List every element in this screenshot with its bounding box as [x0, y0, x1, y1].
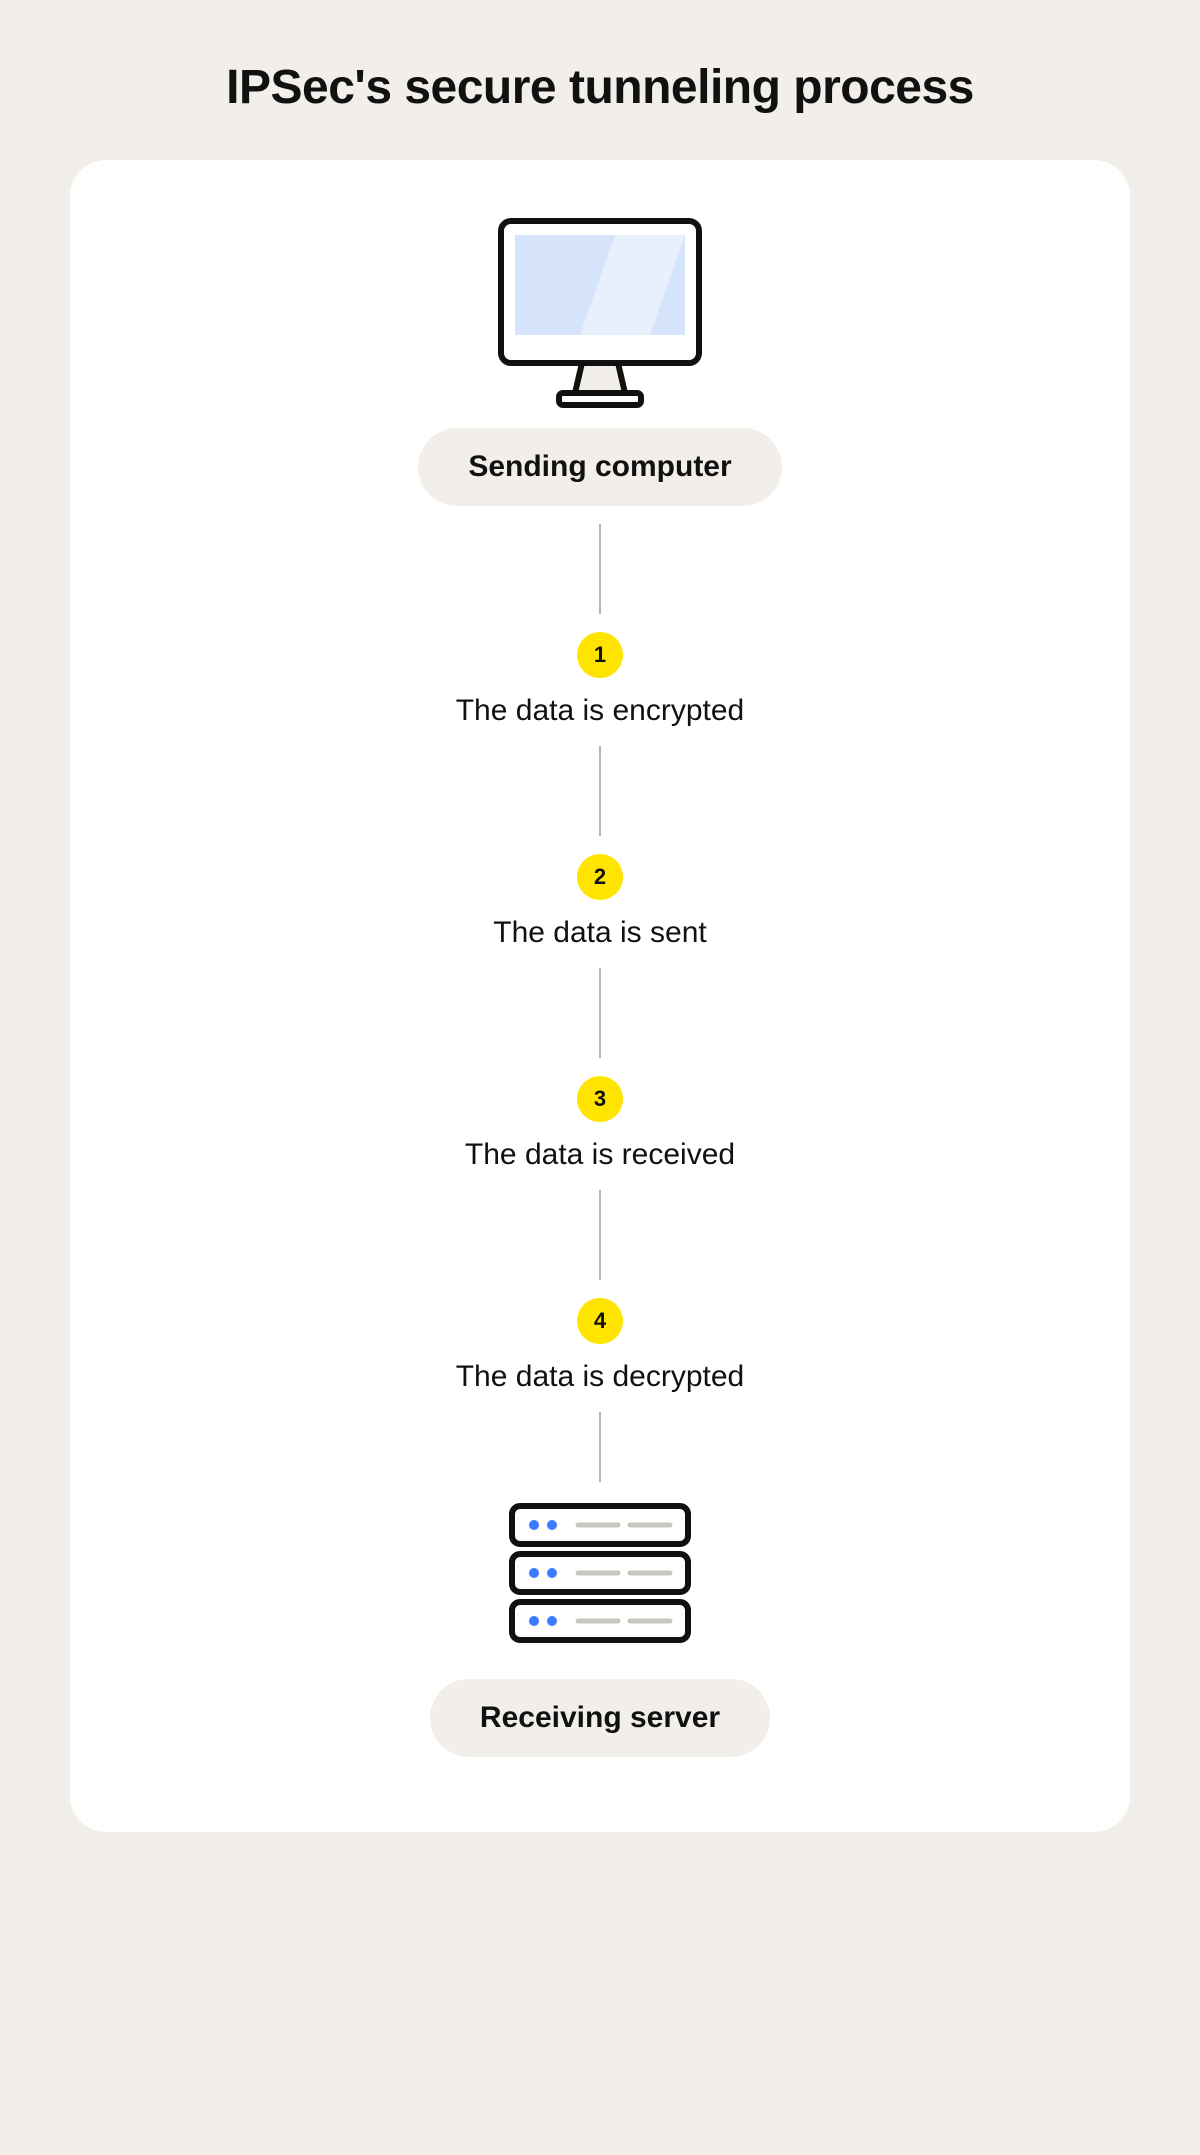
connector — [599, 524, 601, 614]
bottom-endpoint-label: Receiving server — [430, 1679, 770, 1757]
step-label: The data is encrypted — [456, 694, 745, 728]
server-icon — [500, 1500, 700, 1655]
step-4: 4 The data is decrypted — [456, 1298, 745, 1394]
step-1: 1 The data is encrypted — [456, 632, 745, 728]
step-2: 2 The data is sent — [493, 854, 706, 950]
step-badge: 3 — [577, 1076, 623, 1122]
step-badge: 2 — [577, 854, 623, 900]
step-label: The data is sent — [493, 916, 706, 950]
connector — [599, 1412, 601, 1482]
connector — [599, 1190, 601, 1280]
connector — [599, 968, 601, 1058]
step-3: 3 The data is received — [465, 1076, 735, 1172]
process-card: Sending computer 1 The data is encrypted… — [70, 160, 1130, 1832]
step-label: The data is decrypted — [456, 1360, 745, 1394]
connector — [599, 746, 601, 836]
step-label: The data is received — [465, 1138, 735, 1172]
computer-icon — [495, 215, 705, 410]
step-badge: 4 — [577, 1298, 623, 1344]
top-endpoint-label: Sending computer — [418, 428, 781, 506]
page-title: IPSec's secure tunneling process — [70, 60, 1130, 115]
step-badge: 1 — [577, 632, 623, 678]
